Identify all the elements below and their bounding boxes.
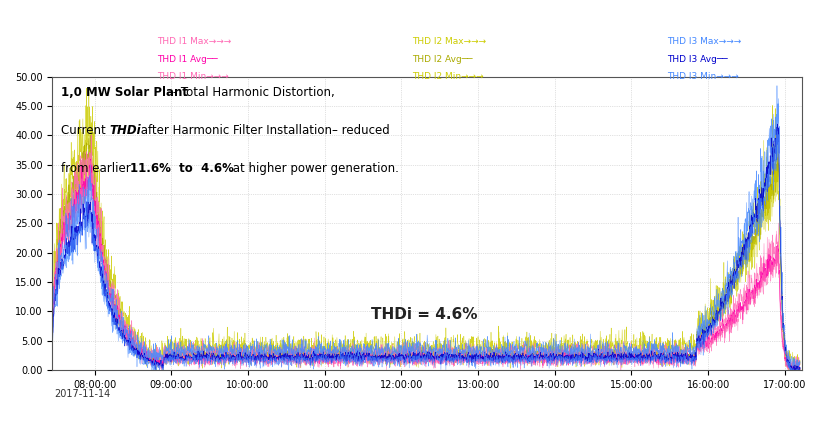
Text: 11.6%  to  4.6%: 11.6% to 4.6% <box>130 162 234 175</box>
Text: THD I1 Min→→→: THD I1 Min→→→ <box>157 72 229 81</box>
Text: - Total Harmonic Distortion,: - Total Harmonic Distortion, <box>169 86 335 99</box>
Text: 2017-11-14: 2017-11-14 <box>54 389 110 399</box>
Text: THD I3 Min→→→: THD I3 Min→→→ <box>667 72 738 81</box>
Text: THD I2 Avg──: THD I2 Avg── <box>412 55 473 63</box>
Text: Current: Current <box>62 124 110 137</box>
Text: THD I2 Min→→→: THD I2 Min→→→ <box>412 72 484 81</box>
Text: after Harmonic Filter Installation– reduced: after Harmonic Filter Installation– redu… <box>137 124 390 137</box>
Text: THDi = 4.6%: THDi = 4.6% <box>371 307 478 322</box>
Text: THD I3 Avg──: THD I3 Avg── <box>667 55 728 63</box>
Text: THDi: THDi <box>110 124 141 137</box>
Text: 1,0 MW Solar Plant: 1,0 MW Solar Plant <box>62 86 189 99</box>
Text: THD I1 Avg──: THD I1 Avg── <box>157 55 218 63</box>
Text: at higher power generation.: at higher power generation. <box>228 162 399 175</box>
Text: THD I3 Max→→→: THD I3 Max→→→ <box>667 37 741 46</box>
Text: THD I2 Max→→→: THD I2 Max→→→ <box>412 37 486 46</box>
Text: THD I1 Max→→→: THD I1 Max→→→ <box>157 37 232 46</box>
Text: from earlier: from earlier <box>62 162 135 175</box>
